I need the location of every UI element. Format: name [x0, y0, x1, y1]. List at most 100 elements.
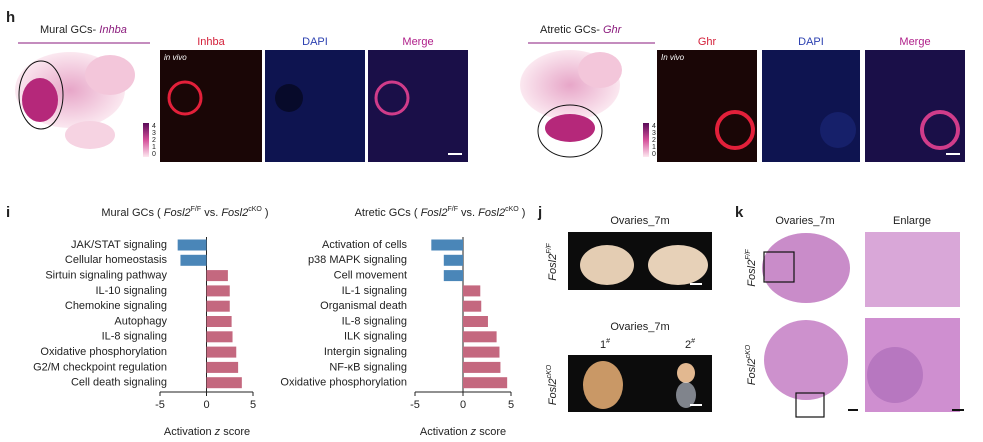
sample-label: 2#	[685, 338, 695, 351]
histology	[865, 232, 960, 307]
colorbar-tick-label: 1	[652, 144, 656, 151]
bar	[206, 270, 228, 282]
umap-title: Atretic GCs- Ghr	[540, 24, 623, 36]
genotype-label: Fosl2cKO	[546, 364, 559, 405]
x-axis-label: Activation z score	[164, 426, 250, 438]
x-tick-label: -5	[155, 399, 165, 411]
category-label: Chemokine signaling	[65, 300, 167, 312]
channel-label: Ghr	[698, 36, 717, 48]
umap-plot	[520, 50, 622, 158]
bar	[206, 346, 237, 358]
bar	[177, 239, 207, 251]
follicle	[867, 347, 923, 403]
category-label: Oxidative phosphorylation	[40, 346, 167, 358]
colorbar-tick-label: 4	[152, 123, 156, 130]
follicle	[715, 110, 755, 150]
bar	[206, 361, 239, 373]
x-tick-label: 0	[203, 399, 209, 411]
x-tick-label: 5	[250, 399, 256, 411]
bar	[206, 377, 242, 389]
tissue	[764, 320, 848, 400]
micrograph	[160, 50, 262, 162]
category-label: Activation of cells	[322, 239, 407, 251]
colorbar-tick-label: 4	[652, 123, 656, 130]
category-label: IL-1 signaling	[342, 285, 407, 297]
colorbar-tick-label: 3	[652, 130, 656, 137]
category-label: Sirtuin signaling pathway	[45, 270, 167, 282]
bar	[206, 316, 232, 327]
tissue	[676, 382, 696, 408]
genotype-label: Fosl2F/F	[745, 249, 758, 287]
bar	[443, 270, 463, 282]
genotype-label: Fosl2cKO	[745, 344, 758, 385]
bar	[206, 285, 230, 297]
category-label: Autophagy	[114, 315, 167, 327]
follicle	[920, 110, 960, 150]
panel-label: j	[537, 204, 542, 221]
colorbar-tick-label: 0	[152, 151, 156, 158]
chart-title: Mural GCs ( Fosl2F/F vs. Fosl2cKO )	[101, 206, 268, 219]
category-label: Cell death signaling	[71, 377, 167, 389]
umap-title: Mural GCs- Inhba	[40, 24, 127, 36]
channel-label: Inhba	[197, 36, 225, 48]
colorbar-tick-label: 2	[652, 137, 656, 144]
x-axis-label: Activation z score	[420, 426, 506, 438]
channel-label: Merge	[402, 36, 433, 48]
x-tick-label: -5	[410, 399, 420, 411]
sample-label: 1#	[600, 338, 610, 351]
x-tick-label: 0	[460, 399, 466, 411]
category-label: Oxidative phosphorylation	[280, 377, 407, 389]
bar	[463, 300, 482, 312]
bar	[463, 331, 497, 343]
colorbar	[143, 123, 149, 157]
follicle	[275, 84, 303, 112]
chart-title: Atretic GCs ( Fosl2F/F vs. Fosl2cKO )	[355, 206, 526, 219]
category-label: NF-κB signaling	[329, 361, 407, 373]
ovary	[583, 361, 623, 409]
column-title: Ovaries_7m	[775, 215, 834, 227]
x-tick-label: 5	[508, 399, 514, 411]
category-label: p38 MAPK signaling	[308, 254, 407, 266]
ovary	[580, 245, 634, 285]
channel-label: DAPI	[798, 36, 824, 48]
column-title: Ovaries_7m	[610, 215, 669, 227]
ovary	[677, 363, 695, 383]
category-label: Organismal death	[320, 300, 407, 312]
micrograph	[657, 50, 757, 162]
bar	[463, 377, 508, 389]
bar	[180, 254, 207, 266]
column-title: Ovaries_7m	[610, 321, 669, 333]
umap-plot	[15, 52, 135, 149]
category-label: Intergin signaling	[324, 346, 407, 358]
follicle	[820, 112, 856, 148]
category-label: IL-10 signaling	[95, 285, 167, 297]
colorbar-tick-label: 0	[652, 151, 656, 158]
bar	[463, 346, 500, 358]
genotype-label: Fosl2F/F	[546, 243, 559, 281]
bar	[463, 285, 481, 297]
bar	[463, 316, 488, 327]
inset-box	[763, 251, 795, 283]
category-label: G2/M checkpoint regulation	[33, 361, 167, 373]
bar	[431, 239, 463, 251]
panel-label: i	[6, 204, 10, 221]
follicle	[374, 80, 410, 116]
category-label: Cellular homeostasis	[65, 254, 168, 266]
tissue	[762, 233, 850, 303]
follicle	[167, 80, 203, 116]
category-label: JAK/STAT signaling	[71, 239, 167, 251]
bar	[206, 300, 230, 312]
category-label: IL-8 signaling	[342, 315, 407, 327]
colorbar-tick-label: 1	[152, 144, 156, 151]
micrograph	[368, 50, 468, 162]
micrograph	[865, 50, 965, 162]
bar	[463, 361, 501, 373]
category-label: IL-8 signaling	[102, 331, 167, 343]
colorbar	[643, 123, 649, 157]
note: in vivo	[164, 53, 187, 62]
colorbar-tick-label: 3	[152, 130, 156, 137]
panel-label: h	[6, 9, 15, 26]
note: In vivo	[661, 53, 685, 62]
